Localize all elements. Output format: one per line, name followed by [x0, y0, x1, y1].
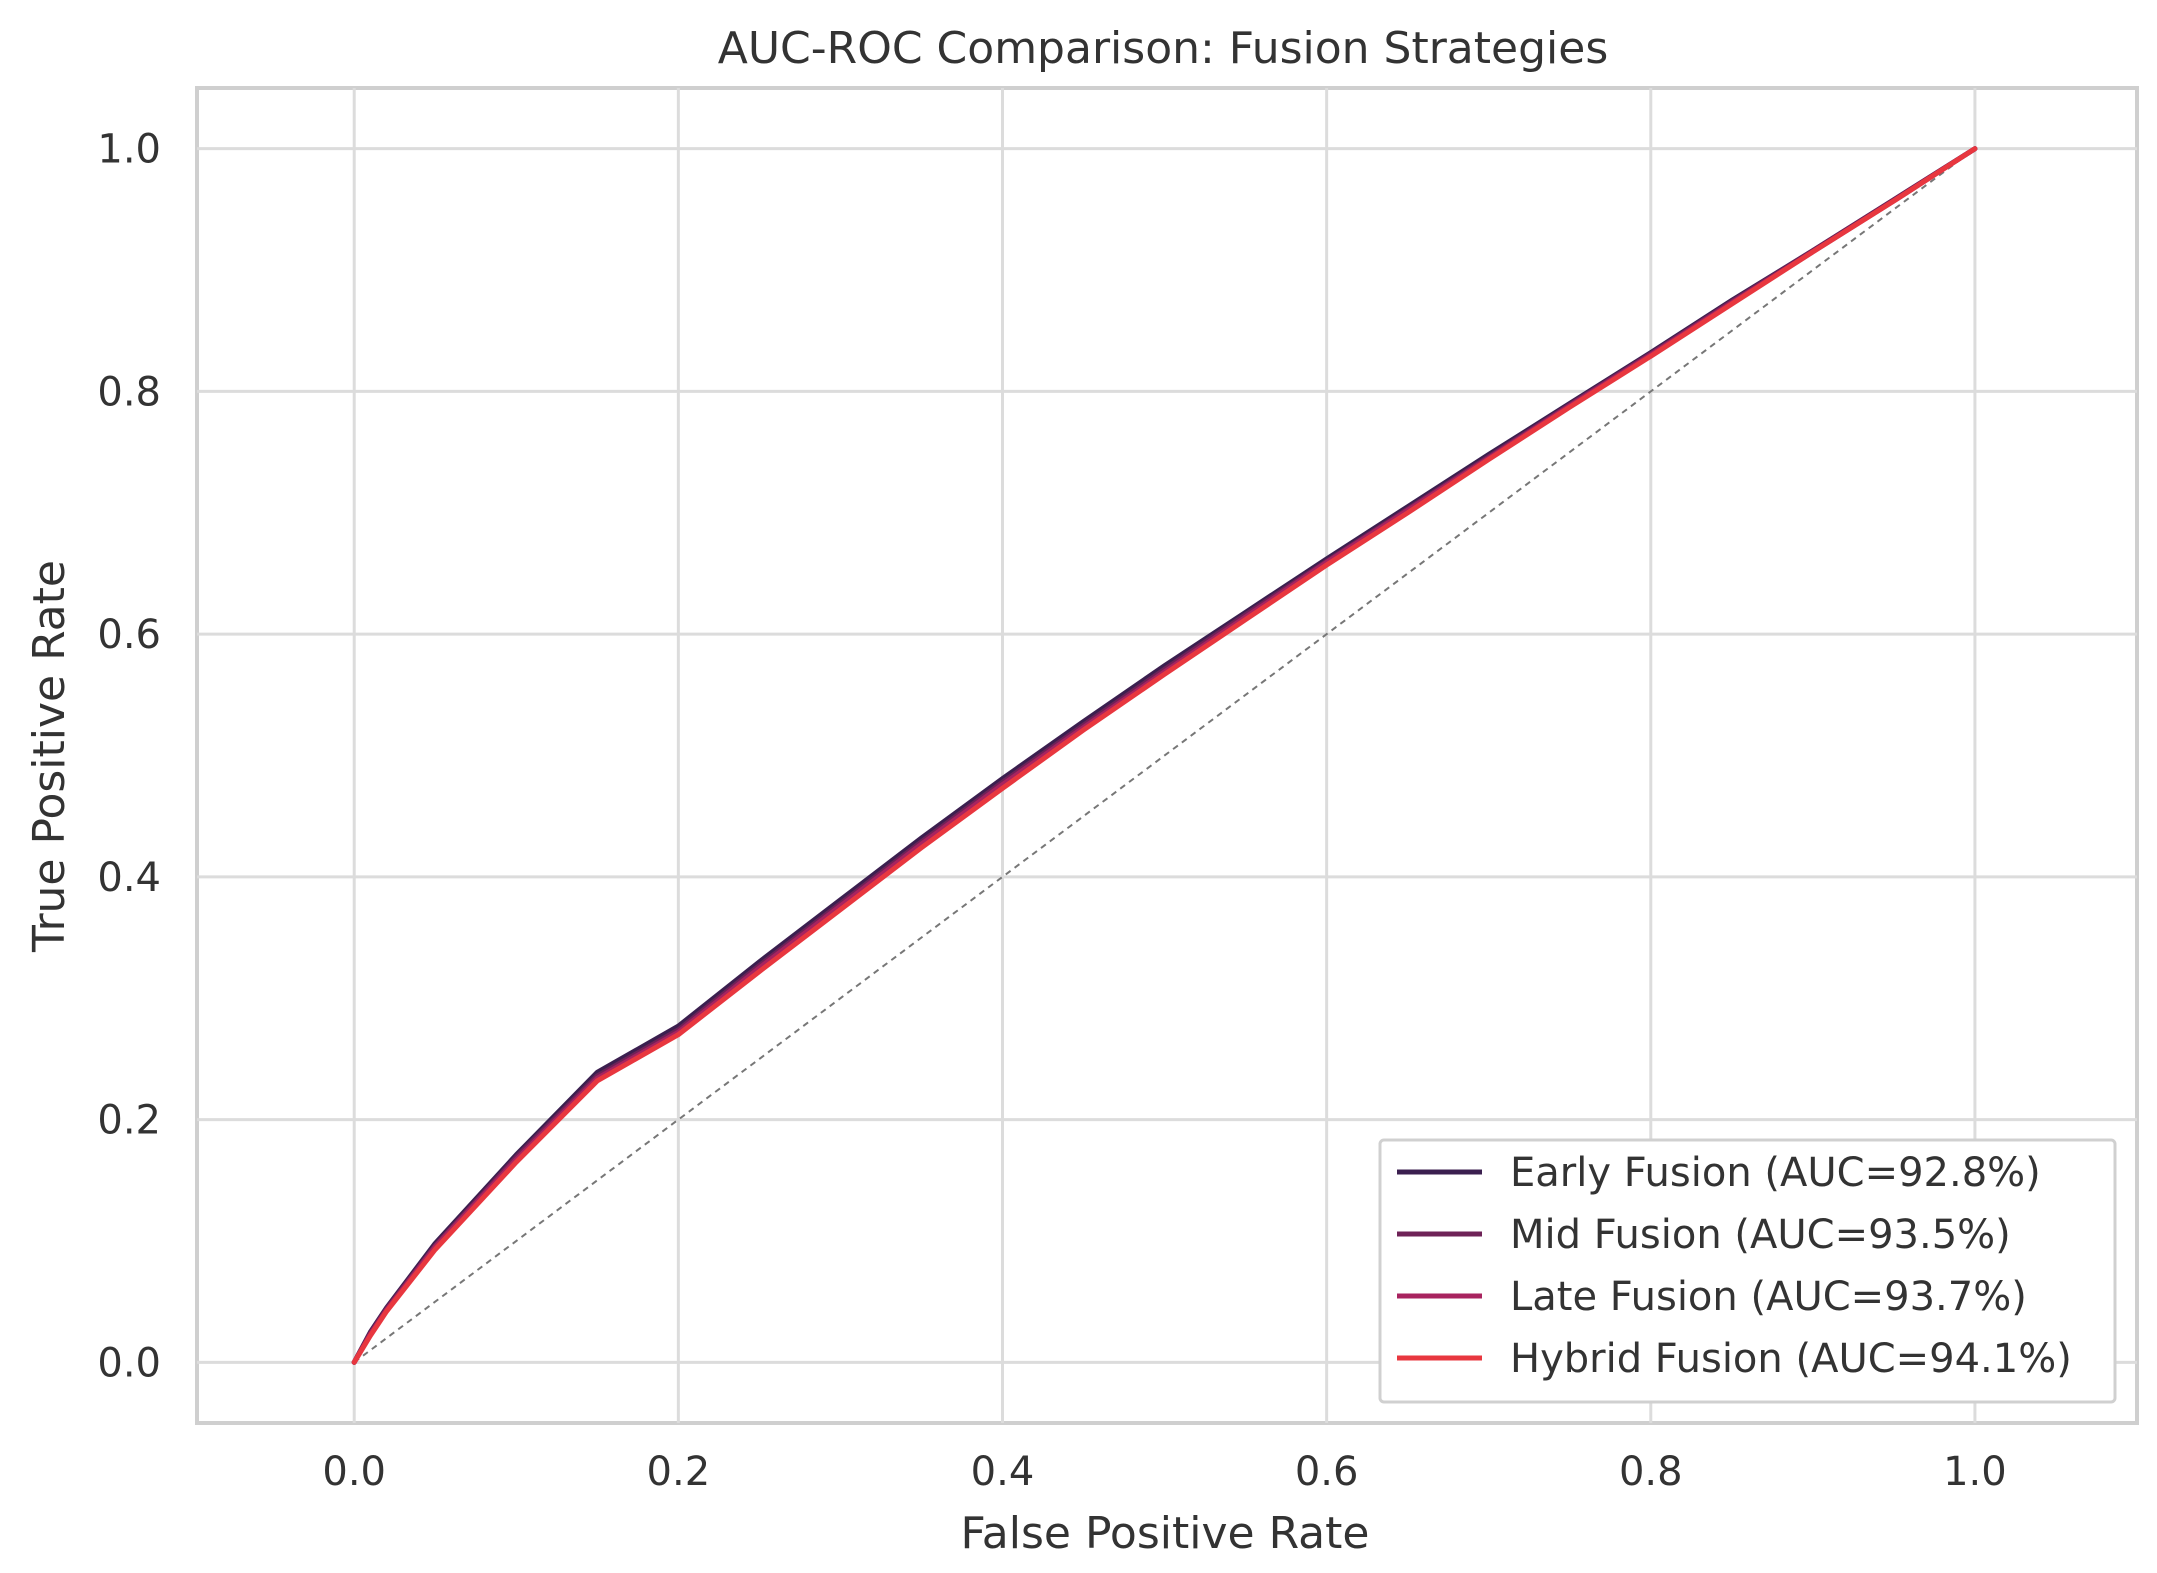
roc-line-hybrid-fusion	[351, 146, 1978, 1365]
x-tick-label: 0.0	[322, 1449, 386, 1495]
legend-label: Hybrid Fusion (AUC=94.1%)	[1510, 1336, 2072, 1382]
chart-title: AUC-ROC Comparison: Fusion Strategies	[718, 23, 1609, 74]
y-tick-label: 1.0	[97, 127, 161, 173]
legend: Early Fusion (AUC=92.8%) Mid Fusion (AUC=…	[1378, 1138, 2117, 1404]
y-tick-label: 0.0	[97, 1340, 161, 1386]
roc-series-group	[351, 146, 1978, 1365]
legend-box	[1378, 1138, 2117, 1404]
y-tick-label: 0.8	[97, 369, 161, 415]
x-tick-label: 0.8	[1619, 1449, 1683, 1495]
x-tick-labels: 0.0 0.2 0.4 0.6 0.8 1.0	[322, 1449, 2006, 1495]
y-tick-label: 0.2	[97, 1098, 161, 1144]
x-tick-label: 0.4	[971, 1449, 1035, 1495]
y-tick-label: 0.4	[97, 855, 161, 901]
y-axis-label: True Positive Rate	[24, 560, 75, 953]
legend-label: Late Fusion (AUC=93.7%)	[1510, 1274, 2027, 1320]
x-axis-label: False Positive Rate	[961, 1508, 1370, 1559]
x-tick-label: 0.2	[647, 1449, 711, 1495]
chance-diagonal-line	[353, 147, 1976, 1364]
legend-label: Early Fusion (AUC=92.8%)	[1510, 1150, 2041, 1196]
y-tick-labels: 0.0 0.2 0.4 0.6 0.8 1.0	[97, 127, 161, 1387]
x-tick-label: 0.6	[1295, 1449, 1359, 1495]
x-tick-label: 1.0	[1943, 1449, 2007, 1495]
legend-label: Mid Fusion (AUC=93.5%)	[1510, 1212, 2011, 1258]
y-tick-label: 0.6	[97, 612, 161, 658]
